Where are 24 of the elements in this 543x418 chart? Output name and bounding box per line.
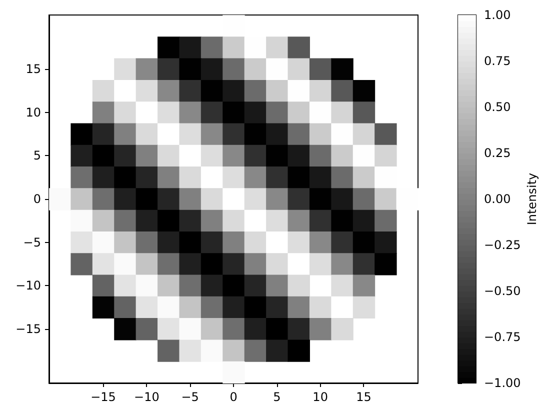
y-tick-label: 5 — [33, 148, 41, 163]
color-bar-label: 1.00 — [484, 8, 511, 22]
x-tick-label: 0 — [230, 390, 238, 404]
color-bar-title: Intensity — [525, 172, 539, 226]
color-bar-label: 0.75 — [484, 54, 511, 68]
x-tick-label: −15 — [90, 390, 116, 404]
y-tick-label: −15 — [16, 322, 41, 336]
x-tick-label: 5 — [273, 390, 281, 404]
y-tick-label: −10 — [16, 278, 41, 293]
color-bar-label: −0.25 — [484, 238, 521, 252]
x-tick-label: 10 — [312, 390, 328, 404]
y-tick-label: 15 — [26, 62, 41, 76]
x-tick-label: 15 — [356, 390, 372, 404]
color-bar-label: 0.50 — [484, 100, 511, 114]
x-tick-label: −10 — [134, 390, 160, 404]
y-tick-label: −5 — [23, 235, 41, 250]
color-bar-label: −1.00 — [484, 376, 521, 390]
color-bar-label: −0.75 — [484, 330, 521, 344]
color-bar-label: −0.50 — [484, 284, 521, 298]
y-tick-label: 0 — [33, 192, 41, 206]
x-tick-label: −5 — [181, 390, 199, 404]
y-tick-label: 10 — [26, 105, 41, 120]
color-bar-label: 0.00 — [484, 192, 511, 206]
color-bar-label: 0.25 — [484, 146, 511, 160]
